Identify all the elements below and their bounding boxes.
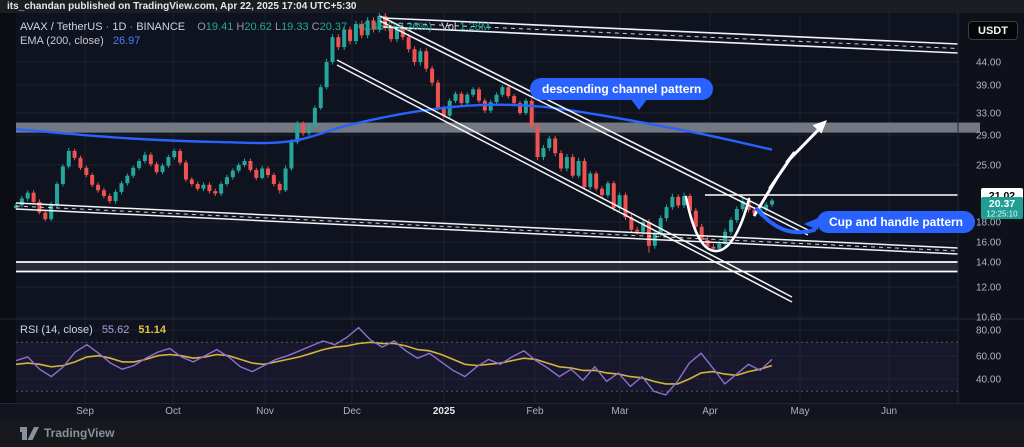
price-axis[interactable]: 44.00 39.00 33.00 29.00 25.00 18.00 16.00 14.00… xyxy=(976,58,1023,386)
rsi-legend[interactable]: RSI (14, close) 55.62 51.14 xyxy=(20,324,166,336)
vol-value: 1.28M xyxy=(459,21,491,33)
annotation-cup-and-handle[interactable]: Cup and handle pattern xyxy=(803,211,976,233)
month-label: 2025 xyxy=(432,406,456,417)
annotation-descending-channel[interactable]: descending channel pattern xyxy=(530,78,714,110)
price-tick-label: 60.00 xyxy=(976,352,1001,363)
time-axis[interactable]: Sep Oct Nov Dec 2025 Feb Mar Apr May Jun xyxy=(0,403,1024,421)
ema-legend[interactable]: EMA (200, close) 26.97 xyxy=(20,35,140,47)
rsi-label[interactable]: RSI (14, close) xyxy=(20,324,93,336)
price-tick-label: 14.00 xyxy=(976,258,1001,269)
price-tick-label: 80.00 xyxy=(976,326,1001,337)
price-tick-label: 33.00 xyxy=(976,109,1001,120)
symbol-legend[interactable]: AVAX / TetherUS · 1D · BINANCE O19.41 H2… xyxy=(20,21,491,33)
vol-label[interactable]: Vol xyxy=(441,21,457,33)
tradingview-logo-icon[interactable] xyxy=(20,426,40,441)
price-tick-label: 12.00 xyxy=(976,283,1001,294)
bar-countdown: 12:25:10 xyxy=(986,210,1018,219)
ohlc-l-key: L xyxy=(274,21,282,33)
ohlc-l-value: 19.33 xyxy=(281,21,309,33)
price-tick-label: 10.60 xyxy=(976,313,1001,324)
price-tick-label: 39.00 xyxy=(976,81,1001,92)
interval-label[interactable]: 1D xyxy=(112,21,127,33)
gray-resistance-zone[interactable] xyxy=(16,122,980,133)
ohlc-o-value: 19.41 xyxy=(205,21,234,33)
svg-text:20.37: 20.37 xyxy=(989,198,1015,210)
price-tick-label: 18.00 xyxy=(976,218,1001,229)
exchange-label: BINANCE xyxy=(136,21,186,33)
grid-lines xyxy=(16,13,958,403)
ema-value: 26.97 xyxy=(112,35,141,47)
symbol-title[interactable]: AVAX / TetherUS xyxy=(20,21,103,33)
rsi-band-fill xyxy=(16,342,958,392)
month-label: Dec xyxy=(343,406,361,417)
tradingview-brand-text[interactable]: TradingView xyxy=(44,426,115,440)
last-price-tag xyxy=(981,197,1023,219)
month-label: May xyxy=(790,406,810,417)
price-tick-label: 25.00 xyxy=(976,161,1001,172)
month-label: Nov xyxy=(256,406,274,417)
price-tick-label: 40.00 xyxy=(976,375,1001,386)
ohlc-c-value: 20.37 xyxy=(319,21,348,33)
currency-toggle-button[interactable]: USDT xyxy=(968,21,1018,40)
rsi-line[interactable] xyxy=(16,326,773,396)
rsi-value: 55.62 xyxy=(101,324,130,336)
bottom-brand-bar: TradingView xyxy=(0,420,1024,447)
month-label: Oct xyxy=(165,406,181,417)
ema-label[interactable]: EMA (200, close) xyxy=(20,35,104,47)
ema-200-line[interactable] xyxy=(15,103,773,151)
ohlc-h-key: H xyxy=(236,21,245,33)
price-tick-label: 29.00 xyxy=(976,131,1001,142)
month-label: Feb xyxy=(526,406,544,417)
projection-arrow-head xyxy=(812,120,827,134)
rsi-ma-value: 51.14 xyxy=(138,324,166,336)
month-label: Jun xyxy=(880,406,898,417)
ohlc-o-key: O xyxy=(197,21,206,33)
chart-drawings[interactable] xyxy=(15,15,959,303)
ohlc-h-value: 20.62 xyxy=(244,21,272,33)
publish-text: its_chandan published on TradingView.com… xyxy=(7,1,357,12)
month-label: Apr xyxy=(702,406,718,417)
publish-info-bar: its_chandan published on TradingView.com… xyxy=(0,0,1024,14)
ohlc-c-key: C xyxy=(311,21,320,33)
cup-curve xyxy=(684,195,751,253)
change-value: +0.45 (+2.26%) xyxy=(356,21,433,33)
price-tick-label: 44.00 xyxy=(976,58,1001,69)
price-tick-label: 16.00 xyxy=(976,238,1001,249)
month-label: Mar xyxy=(611,406,629,417)
projection-arrow xyxy=(752,123,825,217)
chart-canvas[interactable]: 44.00 39.00 33.00 29.00 25.00 18.00 16.00 14.00… xyxy=(0,13,1024,403)
month-label: Sep xyxy=(76,406,94,417)
cup-bubble-tail xyxy=(755,207,816,235)
